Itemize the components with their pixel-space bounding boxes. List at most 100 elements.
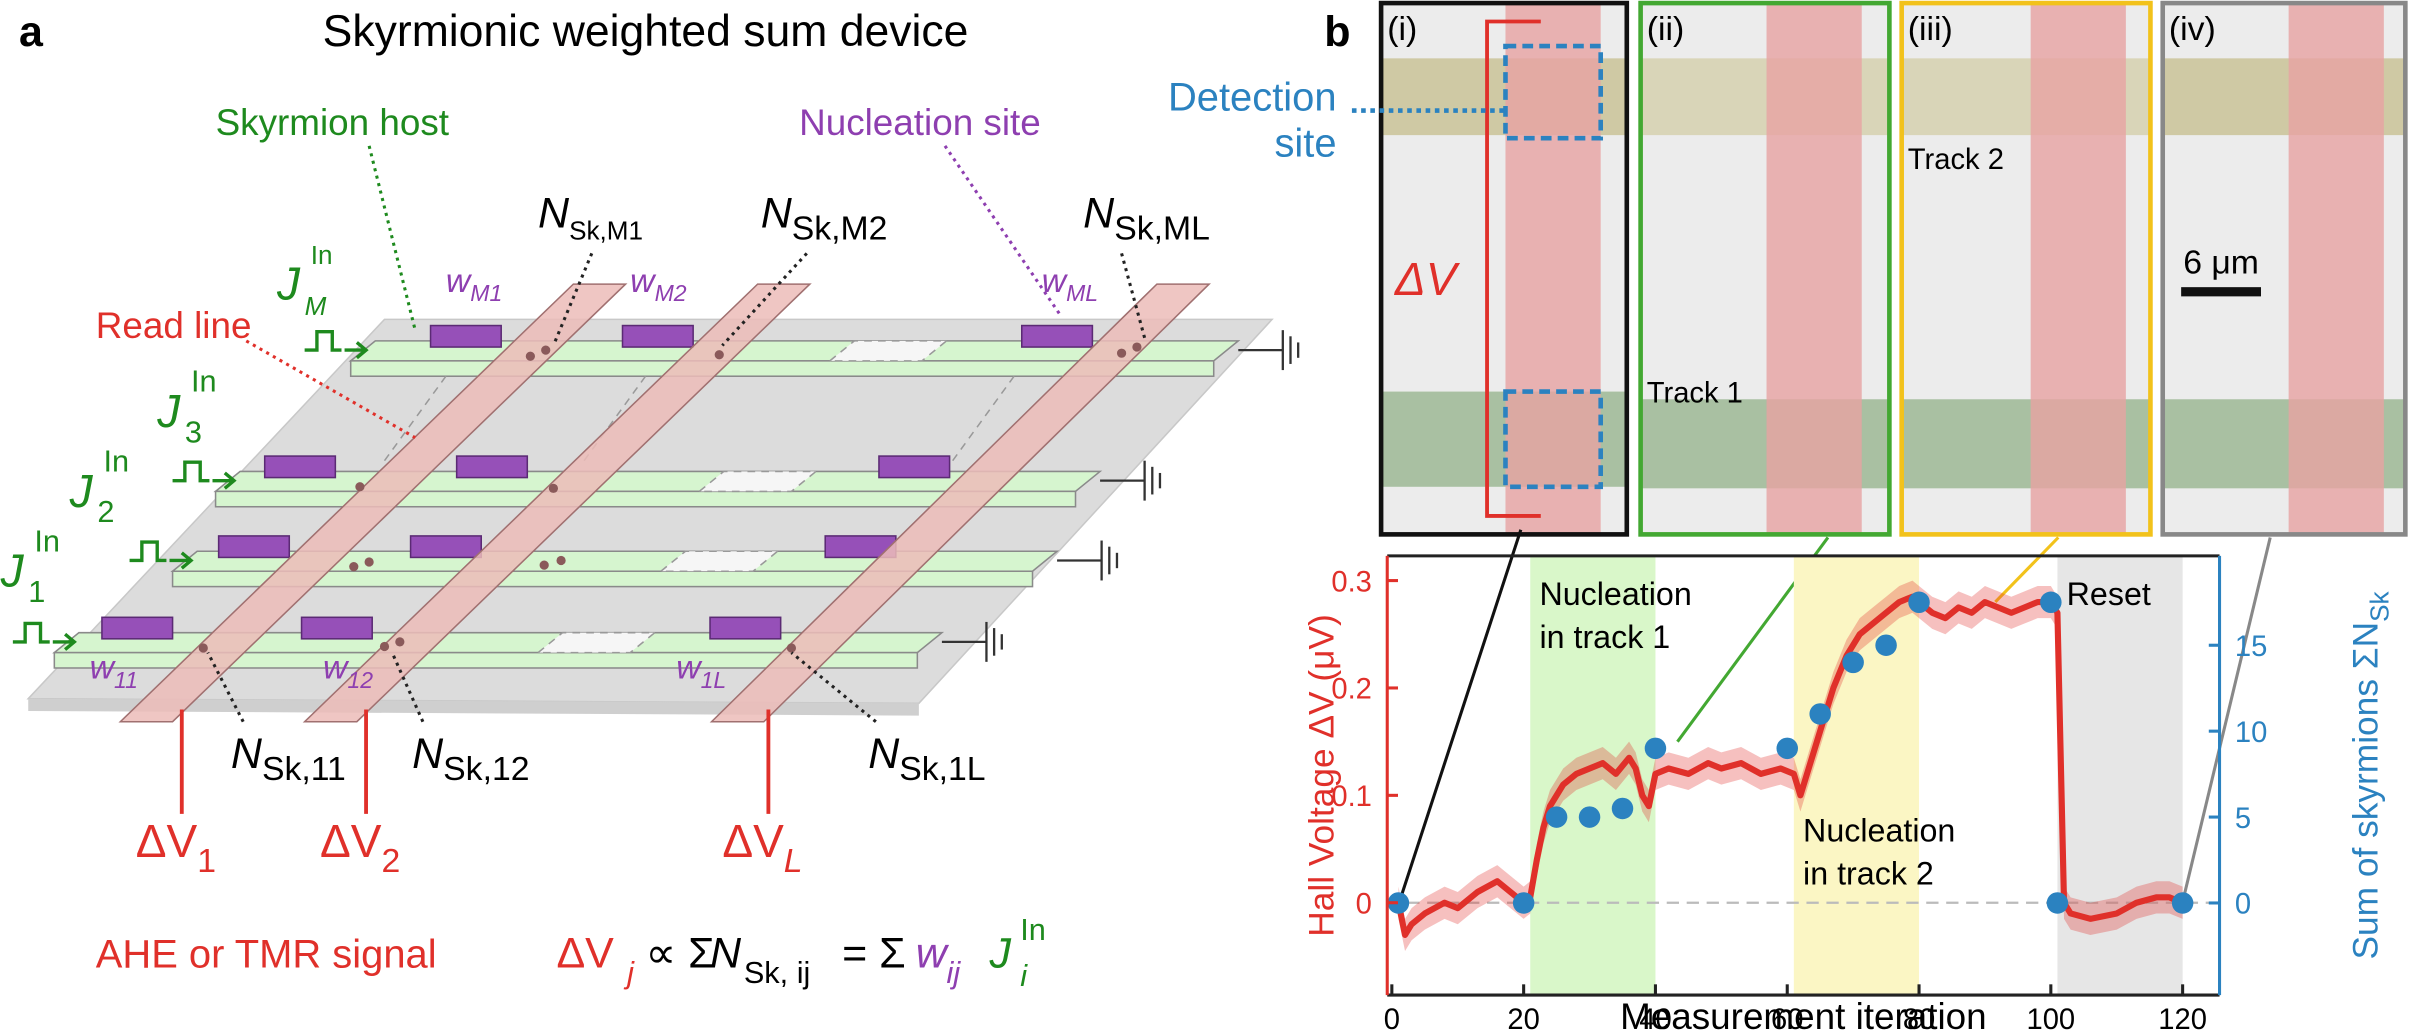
input-pulses-path — [52, 632, 77, 651]
line — [1395, 593, 2184, 939]
detection-label: site — [1274, 122, 1336, 166]
current-labels-text: M — [305, 291, 327, 321]
current-labels-text: J — [276, 257, 301, 309]
current-labels-text: In — [103, 443, 129, 478]
count-labels-text-tspan: N — [412, 730, 444, 778]
panel-b-images: b (i) (ii) (iii) (iv) Detection site ΔV … — [1168, 0, 2408, 898]
image-label: (i) — [1387, 10, 1417, 48]
substrate-edge — [28, 698, 919, 716]
nucleation-pads-rect — [263, 455, 337, 479]
track-label: Track 1 — [1647, 377, 1743, 409]
skyrmions-circle — [786, 643, 797, 653]
voltage-labels: ΔV1 ΔV2 ΔVL — [136, 815, 803, 880]
micrograph-rect — [1766, 3, 1862, 535]
count-labels-text: NSk,12 — [412, 730, 529, 788]
data-point — [2040, 591, 2062, 614]
region-label: in track 2 — [1803, 855, 1934, 891]
count-labels-text-tspan: Sk,1L — [899, 750, 985, 788]
weight-labels-text-tspan: 1L — [701, 667, 727, 693]
weight-labels-text-tspan: 11 — [114, 667, 138, 693]
voltage-labels-text-tspan: ΔV — [136, 815, 198, 867]
grounds — [941, 330, 1300, 662]
y2-tick-label: 15 — [2235, 631, 2267, 663]
y2-tick-label: 10 — [2235, 717, 2267, 749]
weight-labels-text-tspan: w — [676, 649, 703, 687]
current-labels-text: 1 — [28, 574, 45, 609]
count-labels-text: NSk,1L — [868, 730, 985, 788]
micrograph-rect — [1505, 3, 1601, 535]
current-labels-text: 3 — [185, 414, 202, 449]
data-point — [1842, 651, 1864, 674]
formula-text: i — [1020, 958, 1028, 993]
voltage-labels-text: ΔV2 — [320, 815, 400, 880]
weight-labels-text-tspan: ML — [1066, 280, 1098, 306]
count-labels-text: NSk,M1 — [538, 189, 643, 245]
data-point — [1908, 591, 1930, 614]
weight-labels-text-tspan: w — [323, 649, 350, 687]
x-tick-label: 40 — [1639, 1004, 1671, 1035]
input-pulses-path — [12, 621, 50, 644]
leaders-path — [367, 145, 417, 331]
voltage-labels-text-tspan: 1 — [197, 842, 216, 880]
data-point — [1776, 737, 1798, 760]
current-labels-text: In — [34, 523, 60, 558]
callout-arrows — [1399, 529, 2272, 898]
nucleation-pads-rect — [300, 616, 373, 640]
nucleation-pads-rect — [101, 616, 174, 640]
formula-text: j — [623, 955, 635, 990]
read-lines — [118, 283, 1211, 723]
count-labels-text-tspan: Sk,M1 — [569, 216, 643, 246]
voltage-labels-text-tspan: ΔV — [722, 815, 784, 867]
data-point — [1809, 703, 1831, 725]
skyrmions-circle — [539, 560, 549, 570]
weight-labels-text-tspan: M1 — [470, 280, 502, 306]
region-label: Nucleation — [1803, 812, 1955, 848]
panel-label: a — [19, 8, 44, 56]
region — [2057, 555, 2183, 996]
output-wires — [179, 709, 771, 814]
gap-segments-polygon — [658, 550, 780, 573]
image-label: (iii) — [1908, 10, 1953, 48]
current-labels-text: In — [311, 240, 333, 270]
tracks-rect — [171, 570, 1034, 588]
readline-label: Read line — [96, 305, 252, 346]
weight-labels-text-tspan: w — [446, 262, 473, 300]
nucleation-pads-rect — [709, 616, 782, 640]
region-label: in track 1 — [1539, 619, 1670, 655]
x-tick-label: 20 — [1507, 1004, 1539, 1035]
voltage-labels-text: ΔVL — [722, 815, 802, 880]
data-point — [1578, 806, 1601, 828]
formula-text: N — [710, 929, 742, 977]
read-lines-polygon — [302, 283, 812, 723]
skyrmions-circle — [379, 641, 390, 652]
region — [1793, 555, 1920, 996]
leaders-path — [790, 651, 877, 723]
gap-segments-polygon — [697, 470, 819, 493]
formula-text: = Σ — [842, 929, 906, 977]
weight-labels-text-tspan: w — [90, 649, 117, 687]
image-label: (ii) — [1647, 10, 1685, 48]
micrograph-rect — [1503, 389, 1603, 490]
image-label: (iv) — [2169, 10, 2216, 48]
micrograph-path — [1485, 19, 1541, 518]
panel-title: Skyrmionic weighted sum device — [323, 7, 969, 56]
micrograph-rect — [1638, 0, 1892, 537]
micrograph-rect — [2160, 0, 2408, 537]
gap-segments-polygon — [535, 631, 657, 654]
nucleation-pads-rect — [429, 324, 502, 348]
y-tick-label: 0.1 — [1331, 781, 1372, 813]
y-axis-label: Hall Voltage ΔV (μV) — [1302, 614, 1341, 937]
skyrmions-circle — [525, 351, 535, 361]
formula-text: In — [1020, 912, 1046, 947]
scale-label: 6 μm — [2183, 243, 2259, 281]
tracks-rect — [53, 651, 919, 669]
data-point — [2046, 892, 2069, 914]
nucleation-pads-rect — [878, 455, 951, 479]
panel-label: b — [1324, 8, 1350, 56]
skyrmions-circle — [355, 482, 365, 492]
weight-labels-text: wM2 — [630, 262, 687, 306]
current-labels-text: In — [191, 364, 217, 399]
input-pulses — [12, 330, 369, 651]
micrograph-rect — [2030, 3, 2126, 535]
